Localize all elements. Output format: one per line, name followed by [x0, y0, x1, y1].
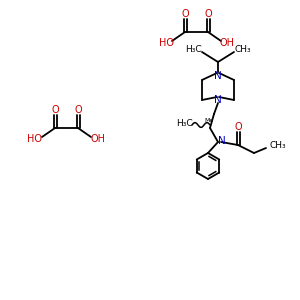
Text: N: N: [214, 95, 222, 105]
Text: N: N: [218, 136, 226, 146]
Text: OH: OH: [220, 38, 235, 48]
Text: O: O: [204, 9, 212, 19]
Text: CH₃: CH₃: [235, 44, 251, 53]
Text: HO: HO: [28, 134, 43, 144]
Text: O: O: [74, 105, 82, 115]
Text: O: O: [181, 9, 189, 19]
Text: N: N: [214, 71, 222, 81]
Text: CH₃: CH₃: [270, 142, 286, 151]
Text: O: O: [234, 122, 242, 132]
Text: HO: HO: [158, 38, 173, 48]
Text: O: O: [51, 105, 59, 115]
Text: H₃C: H₃C: [176, 119, 192, 128]
Text: Me: Me: [204, 118, 214, 122]
Text: H₃C: H₃C: [185, 44, 201, 53]
Text: OH: OH: [91, 134, 106, 144]
